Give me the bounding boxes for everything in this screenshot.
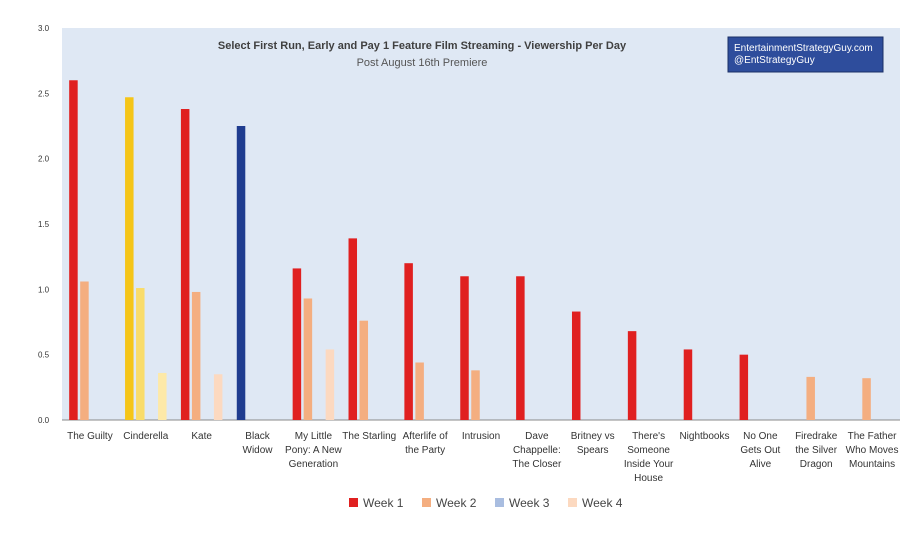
x-tick-label: Inside Your — [624, 459, 674, 470]
plot-area — [62, 28, 900, 420]
bar-week-1 — [404, 263, 413, 420]
x-tick-label: Dragon — [800, 459, 833, 470]
x-tick-label: Widow — [243, 445, 274, 456]
bar-week-1 — [460, 276, 469, 420]
bar-week-2 — [136, 288, 145, 420]
x-tick-label: Who Moves — [846, 445, 899, 456]
watermark-text: EntertainmentStrategyGuy.com — [734, 43, 873, 54]
x-tick-label: Generation — [289, 459, 338, 470]
x-tick-label: Kate — [191, 431, 212, 442]
chart-title: Select First Run, Early and Pay 1 Featur… — [218, 40, 627, 52]
x-tick-label: The Guilty — [67, 431, 113, 442]
bar-week-1 — [180, 109, 190, 420]
x-tick-label: The Starling — [342, 431, 396, 442]
bar-week-2 — [80, 281, 89, 420]
y-tick-label: 0.0 — [38, 416, 50, 425]
bar-week-2 — [862, 378, 871, 420]
bar-week-1 — [571, 311, 581, 420]
x-tick-label: My Little — [295, 431, 333, 442]
watermark-text: @EntStrategyGuy — [734, 55, 815, 66]
bar-week-2 — [806, 376, 815, 420]
bar-week-2 — [359, 320, 369, 420]
x-tick-label: Britney vs — [571, 431, 615, 442]
x-tick-label: Nightbooks — [679, 431, 729, 442]
y-tick-label: 2.5 — [38, 89, 50, 98]
bar-week-4 — [158, 372, 167, 420]
watermark-box — [727, 36, 884, 73]
y-tick-label: 2.0 — [38, 155, 50, 164]
bar-week-2 — [303, 298, 313, 420]
x-tick-label: Alive — [749, 459, 771, 470]
x-tick-label: Spears — [577, 445, 609, 456]
bar-week-2 — [471, 370, 480, 420]
bar-week-1 — [236, 126, 246, 420]
x-tick-label: Dave — [525, 431, 549, 442]
legend-swatch — [422, 498, 431, 507]
x-tick-label: The Father — [848, 431, 898, 442]
bar-week-2 — [415, 362, 424, 420]
chart-subtitle: Post August 16th Premiere — [357, 57, 488, 69]
x-tick-label: Cinderella — [123, 431, 168, 442]
x-tick-label: Mountains — [849, 459, 895, 470]
x-tick-label: House — [634, 473, 663, 484]
x-tick-label: The Closer — [512, 459, 562, 470]
x-tick-label: Black — [245, 431, 270, 442]
x-tick-label: Pony: A New — [285, 445, 342, 456]
bar-week-4 — [213, 374, 223, 420]
bar-week-1 — [292, 268, 302, 420]
y-tick-label: 3.0 — [38, 24, 50, 33]
bar-week-1 — [683, 349, 693, 420]
bar-week-1 — [125, 97, 134, 421]
legend-label: Week 2 — [436, 496, 477, 510]
x-tick-label: the Silver — [795, 445, 837, 456]
y-tick-label: 0.5 — [38, 351, 50, 360]
legend-label: Week 4 — [582, 496, 623, 510]
y-tick-label: 1.0 — [38, 285, 50, 294]
x-tick-label: Chappelle: — [513, 445, 561, 456]
bar-week-1 — [69, 80, 78, 421]
legend-swatch — [349, 498, 358, 507]
x-tick-label: Afterlife of — [403, 431, 448, 442]
legend-label: Week 3 — [509, 496, 550, 510]
bar-week-1 — [516, 276, 525, 420]
bar-week-2 — [191, 291, 201, 420]
x-tick-label: Intrusion — [462, 431, 500, 442]
bar-week-4 — [325, 349, 335, 420]
legend-swatch — [568, 498, 577, 507]
x-tick-label: the Party — [405, 445, 445, 456]
legend-label: Week 1 — [363, 496, 404, 510]
x-tick-label: No One — [743, 431, 778, 442]
legend-swatch — [495, 498, 504, 507]
bar-week-1 — [627, 331, 637, 420]
bar-week-1 — [348, 238, 358, 420]
x-tick-label: Someone — [627, 445, 670, 456]
y-tick-label: 1.5 — [38, 220, 50, 229]
bar-week-1 — [739, 354, 749, 420]
x-tick-label: Firedrake — [795, 431, 838, 442]
x-tick-label: Gets Out — [740, 445, 780, 456]
x-tick-label: There's — [632, 431, 665, 442]
